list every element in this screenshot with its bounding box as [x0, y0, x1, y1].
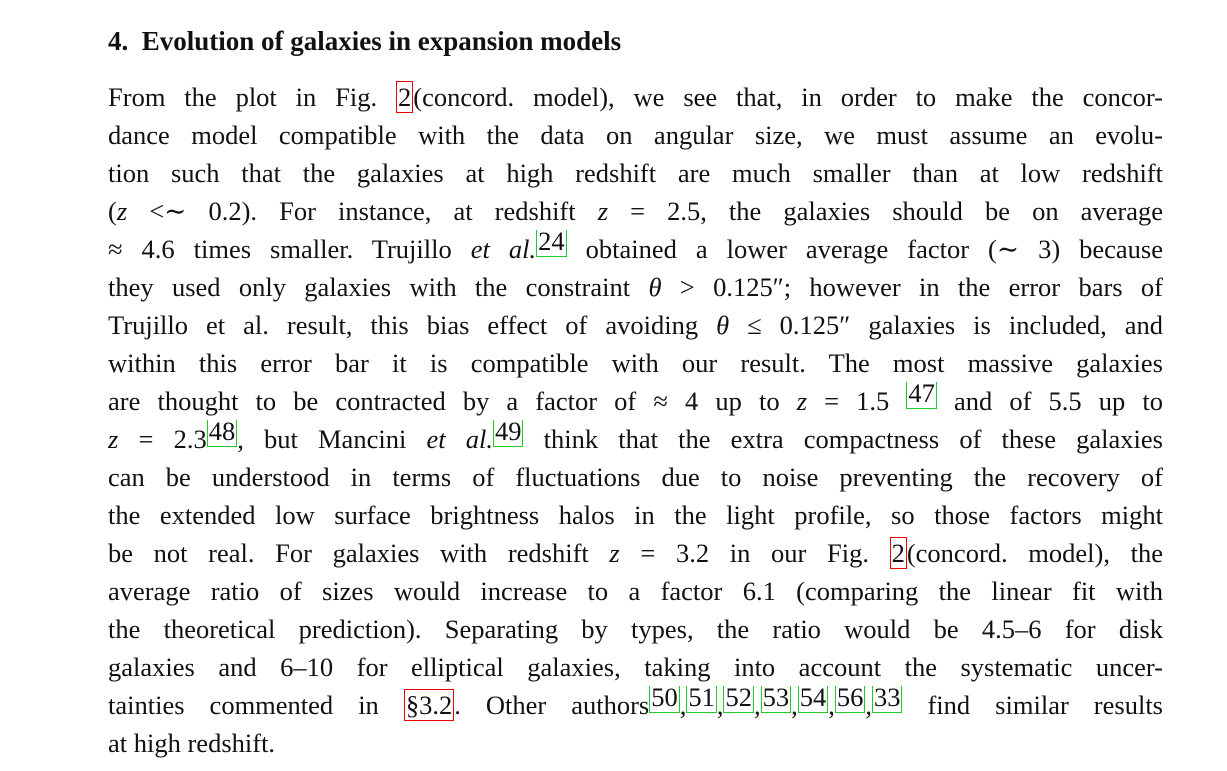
paragraph: From the plot in Fig. 2(concord. model),…: [108, 78, 1163, 762]
text-line: average ratio of sizes would increase to…: [108, 572, 1163, 610]
text-run: (: [108, 196, 117, 226]
citation-link[interactable]: 48: [206, 420, 238, 447]
text-line: are thought to be contracted by a factor…: [108, 382, 1163, 420]
text-run: ,: [828, 690, 835, 720]
text-run: ,: [679, 690, 687, 720]
text-line: z = 2.348, but Mancini et al.49 think th…: [108, 420, 1163, 458]
text-run: within this error bar it is compatible w…: [108, 348, 1163, 378]
text-run: average ratio of sizes would increase to…: [108, 576, 1163, 606]
text-run: ≤ 0.125″ galaxies is included, and: [729, 310, 1163, 340]
text-run: ,: [865, 690, 872, 720]
text-line: the extended low surface brightness halo…: [108, 496, 1163, 534]
citation-link[interactable]: 53: [760, 686, 792, 713]
text-run: > 0.125″; however in the error bars of: [661, 272, 1163, 302]
citation-link[interactable]: 33: [871, 686, 903, 713]
text-run: From the plot in Fig.: [108, 82, 397, 112]
italic-run: θ: [716, 310, 730, 340]
section-link[interactable]: §3.2: [403, 689, 455, 721]
italic-run: z: [796, 386, 808, 416]
italic-run: θ: [648, 272, 662, 302]
text-run: are thought to be contracted by a factor…: [108, 386, 797, 416]
text-line: within this error bar it is compatible w…: [108, 344, 1163, 382]
text-run: galaxies and 6–10 for elliptical galaxie…: [108, 652, 1163, 682]
citation-link[interactable]: 51: [686, 686, 717, 713]
text-run: . Other authors: [454, 690, 650, 720]
text-line: galaxies and 6–10 for elliptical galaxie…: [108, 648, 1163, 686]
italic-run: z: [609, 538, 620, 568]
text-run: they used only galaxies with the constra…: [108, 272, 649, 302]
text-run: at high redshift.: [108, 728, 276, 758]
italic-run: et al.: [426, 424, 493, 454]
text-line: dance model compatible with the data on …: [108, 116, 1163, 154]
italic-run: z: [116, 196, 128, 226]
text-run: ,: [716, 690, 724, 720]
text-line: tainties commented in §3.2. Other author…: [108, 686, 1163, 724]
text-line: can be understood in terms of fluctuatio…: [108, 458, 1163, 496]
text-run: the extended low surface brightness halo…: [108, 500, 1163, 530]
italic-run: z: [108, 424, 119, 454]
text-run: ,: [753, 690, 761, 720]
text-run: ,: [791, 690, 798, 720]
text-run: think that the extra compactness of thes…: [523, 424, 1163, 454]
text-line: the theoretical prediction). Separating …: [108, 610, 1163, 648]
section-heading: 4. Evolution of galaxies in expansion mo…: [108, 26, 622, 56]
figure-link[interactable]: 2: [889, 537, 907, 569]
text-run: the theoretical prediction). Separating …: [108, 614, 1163, 644]
text-line: be not real. For galaxies with redshift …: [108, 534, 1163, 572]
text-line: at high redshift.: [108, 724, 1163, 762]
text-line: tion such that the galaxies at high reds…: [108, 154, 1163, 192]
text-run: be not real. For galaxies with redshift: [108, 538, 610, 568]
citation-link[interactable]: 24: [536, 230, 567, 257]
citation-link[interactable]: 50: [649, 686, 680, 713]
text-run: = 3.2 in our Fig.: [619, 538, 890, 568]
text-run: = 1.5: [807, 386, 907, 416]
text-run: = 2.3: [118, 424, 207, 454]
text-run: tainties commented in: [108, 690, 404, 720]
text-line: ≈ 4.6 times smaller. Trujillo et al.24 o…: [108, 230, 1163, 268]
text-run: <∼ 0.2). For instance, at redshift: [127, 196, 598, 226]
text-run: (concord. model), we see that, in order …: [413, 82, 1163, 112]
text-run: Trujillo et al. result, this bias effect…: [108, 310, 717, 340]
italic-run: et al.: [470, 234, 537, 264]
figure-link[interactable]: 2: [396, 81, 414, 113]
text-run: dance model compatible with the data on …: [108, 120, 1163, 150]
text-run: tion such that the galaxies at high reds…: [108, 158, 1163, 188]
citation-link[interactable]: 47: [906, 382, 937, 409]
italic-run: z: [597, 196, 609, 226]
citation-link[interactable]: 49: [492, 420, 524, 447]
text-run: , but Mancini: [237, 424, 427, 454]
text-line: they used only galaxies with the constra…: [108, 268, 1163, 306]
text-run: and of 5.5 up to: [936, 386, 1163, 416]
citation-link[interactable]: 52: [723, 686, 754, 713]
text-run: (concord. model), the: [906, 538, 1163, 568]
text-run: ≈ 4.6 times smaller. Trujillo: [108, 234, 471, 264]
text-line: From the plot in Fig. 2(concord. model),…: [108, 78, 1163, 116]
text-line: (z <∼ 0.2). For instance, at redshift z …: [108, 192, 1163, 230]
citation-link[interactable]: 54: [797, 686, 829, 713]
text-run: = 2.5, the galaxies should be on average: [608, 196, 1163, 226]
text-run: obtained a lower average factor (∼ 3) be…: [566, 234, 1163, 264]
text-line: Trujillo et al. result, this bias effect…: [108, 306, 1163, 344]
text-run: find similar results: [902, 690, 1163, 720]
citation-link[interactable]: 56: [834, 686, 866, 713]
text-run: can be understood in terms of fluctuatio…: [108, 462, 1163, 492]
